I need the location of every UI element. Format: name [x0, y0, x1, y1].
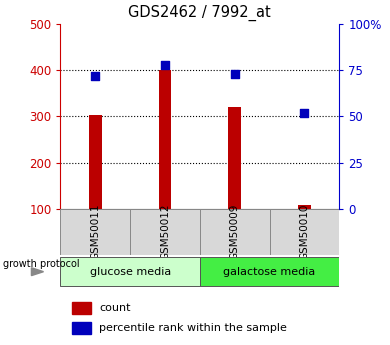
- Polygon shape: [32, 268, 44, 276]
- Text: GSM50011: GSM50011: [90, 204, 100, 260]
- Text: GSM50009: GSM50009: [230, 204, 240, 260]
- Text: count: count: [99, 303, 131, 313]
- Text: percentile rank within the sample: percentile rank within the sample: [99, 323, 287, 333]
- Bar: [72, 322, 91, 334]
- Bar: [89, 115, 101, 209]
- FancyBboxPatch shape: [60, 257, 200, 286]
- Bar: [298, 205, 311, 209]
- FancyBboxPatch shape: [269, 209, 339, 255]
- Text: GSM50010: GSM50010: [300, 204, 309, 260]
- Point: [301, 110, 308, 116]
- Text: glucose media: glucose media: [90, 267, 171, 277]
- FancyBboxPatch shape: [200, 209, 269, 255]
- Bar: [72, 303, 91, 314]
- Text: GSM50012: GSM50012: [160, 204, 170, 260]
- Text: galactose media: galactose media: [223, 267, 316, 277]
- Point: [232, 71, 238, 77]
- Title: GDS2462 / 7992_at: GDS2462 / 7992_at: [128, 5, 271, 21]
- FancyBboxPatch shape: [60, 209, 130, 255]
- Point: [92, 73, 98, 79]
- FancyBboxPatch shape: [200, 257, 339, 286]
- FancyBboxPatch shape: [130, 209, 200, 255]
- Point: [162, 62, 168, 68]
- Bar: [159, 70, 171, 209]
- Bar: [229, 107, 241, 209]
- Text: growth protocol: growth protocol: [3, 259, 80, 269]
